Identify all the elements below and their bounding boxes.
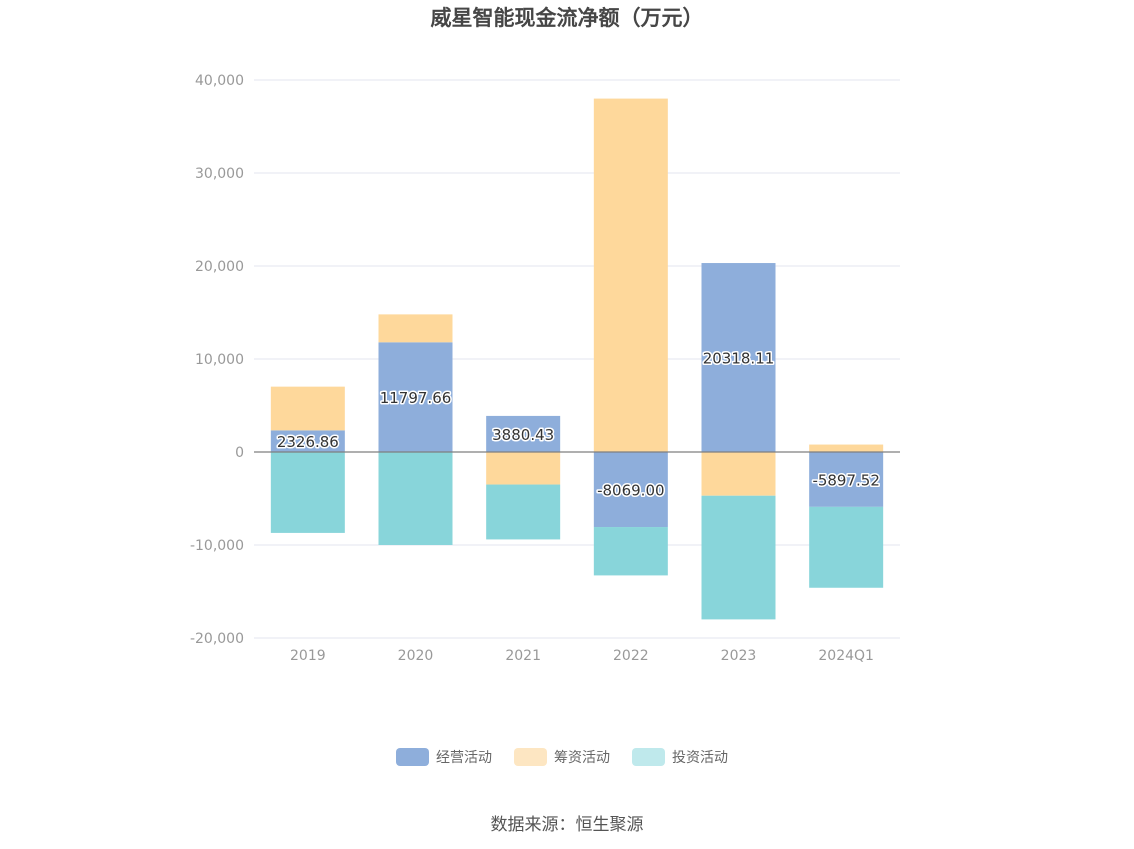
data-label-2019: 2326.86 — [277, 433, 339, 451]
bars — [270, 98, 884, 620]
bar-2021-s2 — [486, 484, 561, 540]
bar-2019-s1 — [270, 386, 345, 431]
x-tick-label: 2023 — [721, 648, 757, 664]
source-note: 数据来源：恒生聚源 — [491, 815, 644, 835]
legend-label: 筹资活动 — [554, 749, 610, 766]
data-label-2023: 20318.11 — [703, 350, 775, 368]
y-tick-label: 40,000 — [195, 73, 244, 89]
bar-2023-s1 — [701, 452, 776, 496]
data-label-2024Q1: -5897.52 — [812, 471, 879, 489]
y-tick-label: 10,000 — [195, 352, 244, 368]
bar-2020-s1 — [378, 314, 453, 343]
x-axis: 2019 2020 2021 2022 2023 2024Q1 — [290, 648, 874, 664]
bar-2019-s2 — [270, 452, 345, 533]
chart-title: 威星智能现金流净额（万元） — [431, 6, 704, 30]
bar-2022-s0 — [593, 452, 668, 528]
bar-2023-s2 — [701, 495, 776, 620]
y-tick-label: 30,000 — [195, 166, 244, 182]
x-tick-label: 2019 — [290, 648, 326, 664]
legend-swatch — [514, 748, 547, 766]
bar-2021-s0 — [486, 415, 561, 452]
bar-2024Q1-s0 — [809, 452, 884, 507]
legend-swatch — [632, 748, 665, 766]
bar-2021-s1 — [486, 452, 561, 485]
x-tick-label: 2021 — [505, 648, 541, 664]
y-tick-label: -10,000 — [190, 538, 244, 554]
data-label-2021: 3880.43 — [492, 426, 554, 444]
data-label-2022: -8069.00 — [597, 482, 664, 500]
gridlines — [254, 79, 900, 639]
bar-2022-s1 — [593, 98, 668, 452]
y-tick-label: -20,000 — [190, 631, 244, 647]
y-axis: -20,000 -10,000 0 10,000 20,000 30,000 40,000 — [190, 73, 244, 647]
y-tick-label: 20,000 — [195, 259, 244, 275]
bar-2022-s2 — [593, 527, 668, 576]
data-label-2020: 11797.66 — [380, 389, 452, 407]
x-tick-label: 2024Q1 — [818, 648, 874, 664]
y-tick-label: 0 — [235, 445, 244, 461]
legend-swatch — [396, 748, 429, 766]
x-tick-label: 2020 — [398, 648, 434, 664]
bar-2024Q1-s1 — [809, 444, 884, 452]
bar-2023-s0 — [701, 263, 776, 452]
bar-2019-s0 — [270, 430, 345, 452]
bar-2020-s2 — [378, 452, 453, 545]
bar-2024Q1-s2 — [809, 506, 884, 588]
bar-2020-s0 — [378, 342, 453, 452]
legend: 经营活动 筹资活动 投资活动 — [396, 748, 728, 766]
legend-label: 投资活动 — [672, 750, 728, 766]
x-tick-label: 2022 — [613, 648, 649, 664]
legend-label: 经营活动 — [436, 750, 492, 766]
data-labels: 2326.86 11797.66 3880.43 -8069.00 20318.11 -5… — [275, 348, 881, 501]
